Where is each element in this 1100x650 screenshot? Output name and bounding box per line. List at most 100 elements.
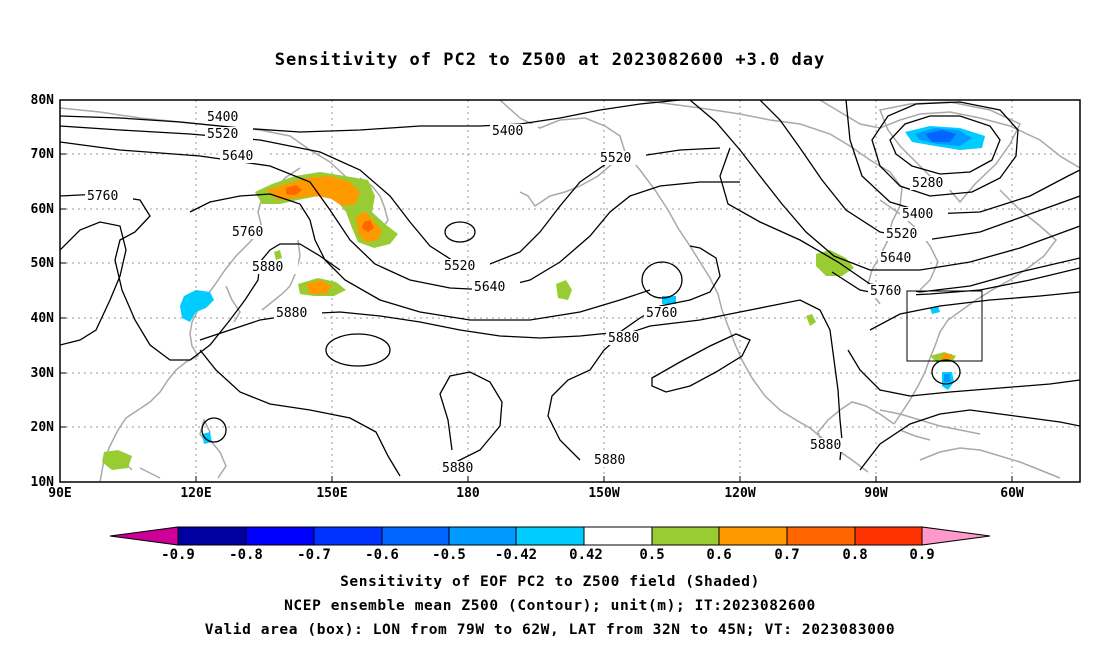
contour-5760-coast	[831, 267, 1080, 297]
contour-5280	[889, 115, 1001, 175]
coast-south-america	[919, 447, 1061, 479]
contour-5880-atlantic	[869, 291, 1080, 331]
lat-label: 40N	[31, 311, 55, 326]
coast-philippines	[209, 439, 227, 479]
colorbar-box	[583, 526, 653, 546]
shading-pos-06	[286, 185, 374, 232]
lon-label: 90E	[48, 486, 71, 501]
latitude-labels: 80N 70N 60N 50N 40N 30N 20N 10N	[31, 93, 55, 490]
coast-caribbean	[879, 409, 981, 441]
lat-label: 10N	[31, 475, 55, 490]
colorbar-label: 0.9	[909, 547, 934, 563]
coast-gulf-mexico	[817, 401, 895, 447]
colorbar-label: -0.6	[365, 547, 399, 563]
colorbar-box	[651, 526, 720, 546]
contour-5400-east	[871, 101, 1019, 197]
contour-low-35n-160e	[325, 333, 391, 367]
contour-label: 5880	[252, 260, 283, 275]
contour-5640-west	[60, 141, 740, 291]
coast-greenland	[878, 101, 1022, 204]
colorbar-label: -0.7	[297, 547, 331, 563]
colorbar-label: -0.5	[432, 547, 466, 563]
contour-label: 5640	[222, 149, 253, 164]
colorbar-box	[854, 526, 923, 546]
lon-label: 150W	[588, 486, 619, 501]
contour-label: 5520	[207, 127, 238, 142]
valid-area-box	[906, 290, 983, 362]
contour-label: 5520	[444, 259, 475, 274]
colorbar-box	[448, 526, 517, 546]
contour-5880-west	[60, 221, 127, 346]
lon-label: 180	[456, 486, 480, 501]
lon-label: 90W	[864, 486, 888, 501]
lon-label: 120E	[180, 486, 211, 501]
contour-5880-east	[547, 299, 843, 461]
contour-label: 5520	[886, 227, 917, 242]
tick-marks	[60, 99, 1013, 482]
contour-label: 5880	[442, 461, 473, 476]
contour-label: 5400	[207, 110, 238, 125]
colorbar-label: 0.42	[569, 547, 603, 563]
colorbar-low-end	[109, 526, 179, 546]
contour-label: 5880	[276, 306, 307, 321]
colorbar-box	[786, 526, 856, 546]
contour-label: 5400	[492, 124, 523, 139]
contour-label: 5520	[600, 151, 631, 166]
contour-small-taiwan	[201, 417, 227, 443]
contour-low-145w-45n	[641, 261, 683, 299]
contour-label: 5880	[810, 438, 841, 453]
map-border	[59, 99, 1081, 483]
colorbar-label: 0.7	[774, 547, 799, 563]
contour-5760-east	[689, 100, 1080, 271]
colorbar-box	[718, 526, 788, 546]
contour-label: 5640	[880, 251, 911, 266]
lat-label: 60N	[31, 202, 55, 217]
caption-valid-area: Valid area (box): LON from 79W to 62W, L…	[204, 622, 896, 638]
contour-label: 5760	[870, 284, 901, 299]
lat-label: 50N	[31, 256, 55, 271]
lat-label: 20N	[31, 420, 55, 435]
sensitivity-shading	[102, 126, 985, 470]
colorbar-label: 0.6	[706, 547, 731, 563]
contour-5880-southeast	[859, 409, 1080, 471]
colorbar-box	[177, 526, 247, 546]
lon-label: 120W	[724, 486, 755, 501]
contour-label: 5760	[646, 306, 677, 321]
colorbar: -0.9 -0.8 -0.7 -0.6 -0.5 -0.42 0.42 0.5 …	[109, 526, 991, 563]
coast-japan	[261, 239, 301, 311]
coast-na-east	[893, 189, 1058, 425]
contour-label: 5280	[912, 176, 943, 191]
map-panel: 5400 5520 5640 5760 5400 5520 5280 5400 …	[31, 93, 1081, 501]
contour-5400-west	[60, 100, 681, 133]
lon-label: 60W	[1000, 486, 1024, 501]
colorbar-box	[313, 526, 383, 546]
contour-5880-asia-south	[199, 349, 401, 477]
contour-low-180-50n	[444, 221, 476, 243]
lon-label: 150E	[316, 486, 347, 501]
contour-5760-upper	[189, 193, 651, 321]
lat-label: 80N	[31, 93, 55, 108]
colorbar-label: -0.9	[161, 547, 195, 563]
contour-label: 5760	[232, 225, 263, 240]
contour-5640-east	[759, 100, 1080, 241]
contour-5760-west	[60, 193, 341, 361]
shading-neg-06	[925, 130, 956, 142]
contour-5880-east-north	[719, 147, 1080, 293]
colorbar-label: 0.5	[639, 547, 664, 563]
contour-small-atlantic	[931, 359, 961, 385]
colorbar-label: 0.8	[842, 547, 867, 563]
contour-label: 5640	[474, 280, 505, 295]
contour-label: 5760	[87, 189, 118, 204]
colorbar-box	[515, 526, 585, 546]
longitude-labels: 90E 120E 150E 180 150W 120W 90W 60W	[48, 486, 1024, 501]
colorbar-boxes	[177, 526, 923, 546]
contour-label: 5400	[902, 207, 933, 222]
caption-shading: Sensitivity of EOF PC2 to Z500 field (Sh…	[340, 574, 760, 590]
z500-contours	[60, 100, 1080, 477]
colorbar-box	[245, 526, 315, 546]
colorbar-high-end	[921, 526, 991, 546]
lat-label: 30N	[31, 366, 55, 381]
contour-5880-west-atlantic	[847, 349, 1080, 397]
contour-labels: 5400 5520 5640 5760 5400 5520 5280 5400 …	[85, 110, 958, 476]
